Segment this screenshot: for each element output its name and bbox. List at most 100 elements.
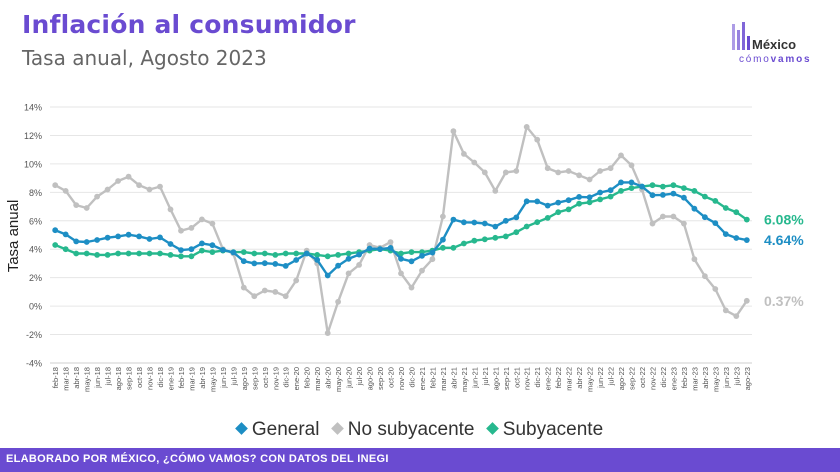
series-line-no-subyacente [54, 125, 748, 335]
x-tick-label: feb-20 [303, 367, 312, 388]
data-point [502, 169, 509, 176]
data-point [157, 234, 163, 241]
x-tick-label: dic-21 [533, 367, 542, 387]
data-point [722, 231, 729, 238]
data-point [513, 214, 520, 221]
data-point [94, 193, 100, 200]
data-point [261, 287, 268, 294]
data-point [492, 188, 499, 194]
data-point [649, 182, 656, 189]
x-tick-label: sep-20 [376, 367, 385, 390]
x-tick-label: sep-22 [628, 367, 637, 390]
y-tick-label: 12% [24, 131, 42, 141]
data-point [607, 165, 614, 172]
data-point [471, 159, 478, 166]
x-tick-label: feb-21 [428, 367, 437, 388]
data-point [649, 192, 656, 199]
data-point [125, 173, 132, 180]
x-tick-label: may-23 [711, 367, 720, 392]
data-point [440, 213, 446, 220]
data-point [513, 229, 520, 236]
data-point [544, 202, 551, 209]
x-tick-label: mar-23 [690, 367, 699, 391]
data-point [691, 188, 698, 194]
data-point [387, 239, 394, 246]
data-point [73, 202, 80, 209]
data-point [618, 152, 624, 159]
data-point [52, 227, 59, 234]
legend-item-general: General [234, 419, 319, 441]
data-point [293, 250, 300, 257]
data-point [702, 273, 708, 280]
x-tick-label: mar-19 [187, 367, 196, 391]
x-tick-label: sep-18 [125, 367, 134, 390]
data-point [94, 252, 100, 258]
data-point [199, 240, 205, 247]
x-tick-label: jun-20 [345, 367, 354, 389]
data-point [209, 220, 216, 227]
x-tick-label: oct-22 [638, 367, 647, 388]
data-point [523, 198, 530, 205]
x-tick-label: mar-21 [439, 367, 448, 391]
data-point [544, 165, 551, 172]
x-tick-label: oct-21 [512, 367, 521, 388]
x-tick-label: jun-19 [219, 367, 228, 389]
data-point [450, 216, 457, 223]
data-point [681, 194, 687, 201]
data-point [178, 227, 184, 234]
data-point [136, 233, 143, 240]
data-point [146, 236, 153, 242]
x-tick-label: mar-18 [62, 367, 71, 391]
data-point [429, 249, 436, 256]
x-tick-label: jul-20 [355, 367, 364, 386]
x-tick-label: abr-20 [324, 367, 333, 389]
data-point [743, 216, 750, 223]
data-point [628, 179, 635, 186]
data-point [282, 250, 289, 257]
y-tick-label: -4% [26, 359, 42, 369]
data-point [440, 236, 446, 243]
data-point [502, 233, 509, 240]
data-point [240, 284, 247, 291]
data-point [461, 151, 467, 157]
data-point [188, 225, 195, 231]
x-tick-label: sep-19 [250, 367, 259, 390]
data-point [261, 260, 268, 267]
x-tick-label: may-21 [460, 367, 469, 392]
logo-sub: cómovamos [739, 54, 812, 65]
data-point [188, 253, 195, 260]
data-point [597, 189, 603, 196]
data-point [712, 220, 719, 227]
x-tick-label: nov-21 [523, 367, 532, 390]
data-point [660, 192, 666, 198]
y-tick-label: 14% [24, 103, 42, 113]
data-point [576, 172, 582, 179]
data-point [722, 307, 729, 314]
data-point [597, 196, 603, 203]
x-tick-label: ene-19 [166, 367, 175, 390]
x-tick-label: dic-19 [282, 367, 291, 387]
data-point [691, 256, 698, 263]
data-point [481, 220, 488, 227]
x-tick-label: jun-23 [722, 367, 731, 389]
x-tick-label: may-19 [208, 367, 217, 392]
data-point [366, 245, 373, 252]
y-tick-label: 6% [29, 216, 42, 226]
data-point [272, 252, 279, 258]
data-point [712, 286, 719, 292]
x-tick-label: abr-18 [72, 367, 81, 389]
data-point [408, 249, 415, 256]
y-tick-label: -2% [26, 330, 42, 340]
data-point [586, 199, 593, 206]
data-point [272, 261, 279, 267]
data-point [240, 249, 247, 256]
x-tick-label: oct-18 [135, 367, 144, 388]
data-point [94, 237, 100, 243]
data-point [240, 258, 247, 265]
x-tick-label: ene-23 [669, 367, 678, 390]
x-tick-label: jul-22 [607, 367, 616, 386]
x-tick-label: jun-18 [93, 367, 102, 389]
x-tick-label: nov-18 [146, 367, 155, 390]
data-point [450, 244, 457, 251]
data-point [419, 267, 425, 274]
